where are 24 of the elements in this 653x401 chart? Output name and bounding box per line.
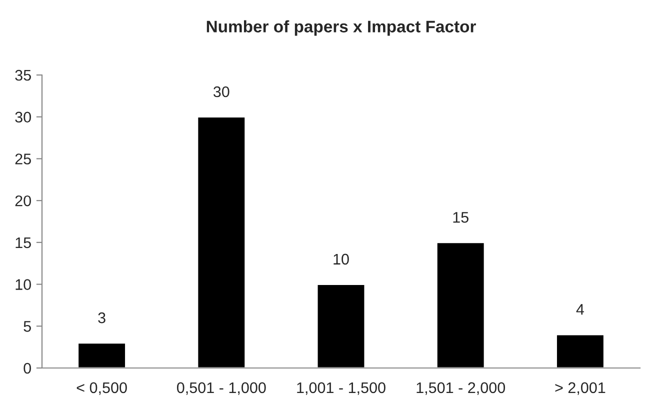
y-tick-label: 35 xyxy=(15,70,31,81)
y-tick-label: 30 xyxy=(15,112,31,123)
x-tick-label: 1,001 - 1,500 xyxy=(297,382,386,395)
x-tick-label: > 2,001 xyxy=(555,382,606,395)
data-label: 15 xyxy=(453,212,468,223)
bar xyxy=(556,334,605,368)
bar xyxy=(316,284,366,368)
data-label: 4 xyxy=(576,304,584,315)
y-tick-label: 25 xyxy=(15,154,31,164)
data-label: 30 xyxy=(213,86,230,98)
data-label: 3 xyxy=(98,312,106,324)
y-tick-label: 15 xyxy=(16,237,31,248)
y-tick-label: 20 xyxy=(15,195,31,206)
bar xyxy=(196,116,246,368)
y-tick-label: 0 xyxy=(24,362,31,374)
y-tick-label: 5 xyxy=(24,321,31,332)
y-tick-label: 10 xyxy=(16,279,31,290)
bar xyxy=(436,242,486,368)
x-tick-label: 1,501 - 2,000 xyxy=(416,382,506,395)
data-label: 10 xyxy=(334,254,349,265)
bar xyxy=(77,342,126,368)
chart-title: Number of papers x Impact Factor xyxy=(206,20,476,36)
x-tick-label: < 0,500 xyxy=(76,382,127,395)
x-tick-label: 0,501 - 1,000 xyxy=(176,382,266,395)
